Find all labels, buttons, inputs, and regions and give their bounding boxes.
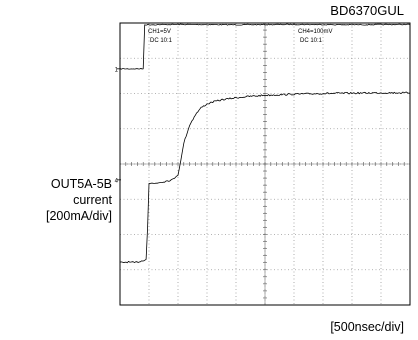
traces: [119, 23, 411, 264]
center-axis-ticks: [119, 22, 411, 306]
part-number: BD6370GUL: [330, 3, 404, 18]
y-axis-label-line-2: current: [73, 193, 112, 207]
x-axis-label: [500nsec/div]: [330, 320, 404, 334]
plot-frame: [119, 22, 411, 306]
y-axis-label: OUT5A-5B current [200mA/div]: [8, 176, 112, 224]
channel-4-label: CH4=100mV: [298, 29, 333, 35]
channel-1-trace: [119, 23, 411, 70]
channel-4-coupling: DC 10:1: [300, 38, 323, 44]
channel-1-coupling: DC 10:1: [150, 38, 173, 44]
channel-1-label: CH1=5V: [148, 29, 171, 35]
y-axis-label-line-3: [200mA/div]: [45, 209, 112, 223]
channel-4-trace: [119, 91, 411, 264]
ground-marker-text: 1: [115, 67, 119, 73]
ground-marker-text: 4: [115, 178, 119, 184]
y-axis-label-line-1: OUT5A-5B: [50, 177, 112, 191]
